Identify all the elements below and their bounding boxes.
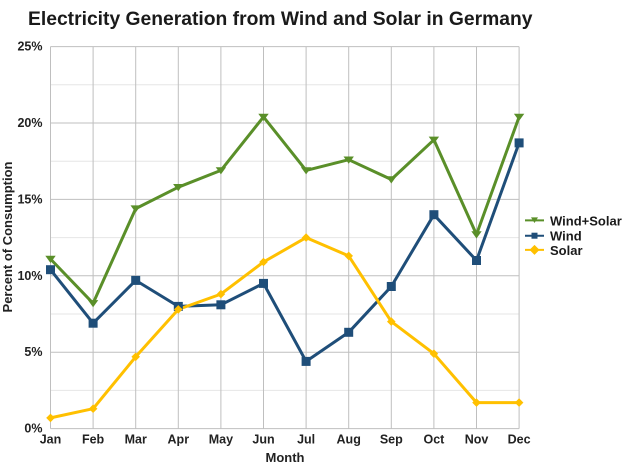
svg-text:Dec: Dec bbox=[508, 433, 531, 447]
svg-text:Wind: Wind bbox=[550, 229, 582, 244]
svg-text:Solar: Solar bbox=[550, 243, 583, 258]
svg-text:Aug: Aug bbox=[337, 433, 361, 447]
svg-text:Feb: Feb bbox=[82, 433, 105, 447]
svg-text:15%: 15% bbox=[17, 192, 42, 206]
svg-text:Month: Month bbox=[266, 450, 305, 465]
svg-text:Sep: Sep bbox=[380, 433, 403, 447]
svg-text:May: May bbox=[209, 433, 233, 447]
svg-text:Percent of Consumption: Percent of Consumption bbox=[0, 161, 15, 312]
svg-text:Jul: Jul bbox=[297, 433, 315, 447]
svg-text:10%: 10% bbox=[17, 269, 42, 283]
svg-text:Jun: Jun bbox=[252, 433, 274, 447]
svg-text:20%: 20% bbox=[17, 116, 42, 130]
svg-text:Jan: Jan bbox=[40, 433, 62, 447]
svg-text:Mar: Mar bbox=[125, 433, 147, 447]
svg-text:Apr: Apr bbox=[168, 433, 190, 447]
svg-text:5%: 5% bbox=[24, 345, 42, 359]
svg-text:Oct: Oct bbox=[423, 433, 445, 447]
svg-text:Nov: Nov bbox=[465, 433, 489, 447]
svg-text:25%: 25% bbox=[17, 40, 42, 54]
svg-text:Wind+Solar: Wind+Solar bbox=[550, 214, 622, 229]
